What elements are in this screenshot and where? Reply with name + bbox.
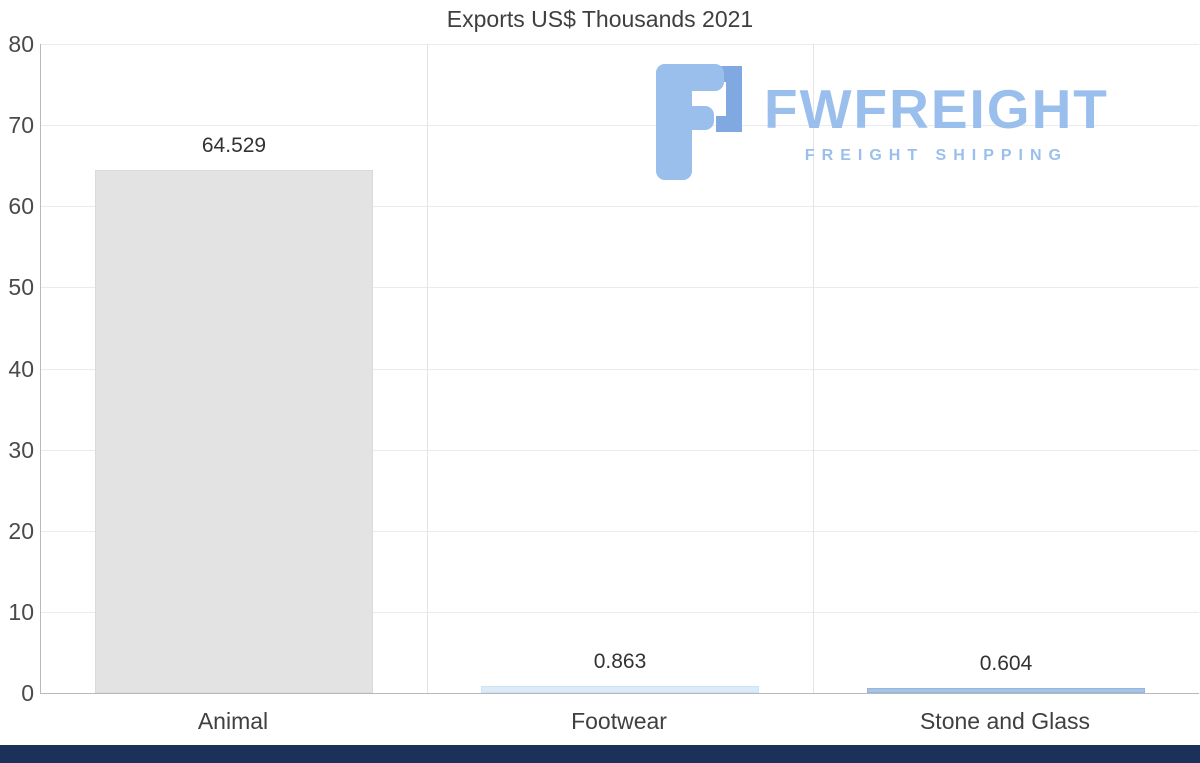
fwfreight-logo-icon [656, 64, 742, 180]
gridline-vertical [427, 44, 428, 693]
gridline-horizontal [41, 206, 1199, 208]
gridline-horizontal [41, 449, 1199, 451]
y-tick-label: 10 [8, 598, 34, 625]
bar-animal [95, 169, 373, 693]
x-category-label: Animal [197, 708, 269, 734]
x-category-label: Footwear [571, 708, 667, 734]
bar-footwear [481, 686, 759, 693]
bar-value-label: 0.863 [593, 650, 647, 673]
gridline-horizontal [41, 611, 1199, 613]
y-tick-label: 50 [8, 274, 34, 301]
y-tick-label: 30 [8, 436, 34, 463]
y-tick-label: 0 [21, 680, 34, 706]
bar-value-label: 64.529 [201, 133, 267, 157]
logo-text: FWFREIGHT FREIGHT SHIPPING [764, 64, 1109, 165]
y-tick-label: 70 [8, 112, 34, 139]
x-category-label: Stone and Glass [919, 708, 1091, 734]
footer-strip [0, 745, 1200, 763]
gridline-horizontal [41, 125, 1199, 127]
bar-value-label: 0.604 [979, 652, 1033, 676]
gridline-horizontal [41, 530, 1199, 532]
chart-title: Exports US$ Thousands 2021 [446, 6, 754, 32]
logo-tagline: FREIGHT SHIPPING [804, 147, 1068, 164]
y-tick-label: 40 [8, 355, 34, 382]
y-tick-label: 20 [8, 517, 34, 544]
bar-stone-and-glass [867, 688, 1145, 693]
logo-name: FWFREIGHT [764, 78, 1109, 140]
gridline-horizontal [41, 44, 1199, 45]
logo: FWFREIGHT FREIGHT SHIPPING [648, 64, 1109, 180]
plot-area: 64.529 0.863 0.604 [40, 44, 1199, 694]
gridline-horizontal [41, 287, 1199, 289]
y-tick-label: 80 [8, 31, 34, 57]
gridline-vertical [813, 44, 814, 693]
gridline-horizontal [41, 368, 1199, 370]
y-tick-label: 60 [8, 193, 34, 220]
